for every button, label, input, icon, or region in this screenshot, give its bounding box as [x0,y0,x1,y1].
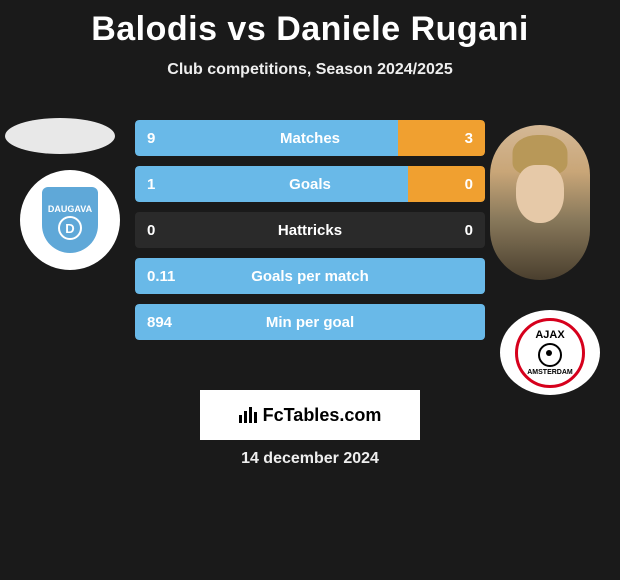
comparison-subtitle: Club competitions, Season 2024/2025 [0,61,620,79]
club-right-name-top: AJAX [535,329,564,341]
ajax-head-icon [538,343,562,367]
bar-chart-icon [239,407,257,423]
player-right-avatar [490,125,590,280]
stat-label: Min per goal [135,304,485,340]
stat-value-right: 0 [465,212,473,248]
fctables-logo: FcTables.com [200,390,420,440]
stats-container: 9 Matches 3 1 Goals 0 0 Hattricks 0 0.11… [135,120,485,350]
club-left-badge: DAUGAVA D [20,170,120,270]
stat-label: Matches [135,120,485,156]
club-left-name: DAUGAVA [48,204,92,214]
stat-value-right: 0 [465,166,473,202]
stat-row: 894 Min per goal [135,304,485,340]
ajax-badge-icon: AJAX AMSTERDAM [515,318,585,388]
stat-label: Goals per match [135,258,485,294]
stat-value-right: 3 [465,120,473,156]
comparison-date: 14 december 2024 [0,450,620,468]
club-left-initial: D [58,216,82,240]
stat-label: Goals [135,166,485,202]
comparison-title: Balodis vs Daniele Rugani [0,0,620,49]
stat-row: 9 Matches 3 [135,120,485,156]
stat-row: 0.11 Goals per match [135,258,485,294]
logo-text: FcTables.com [263,405,382,426]
club-right-name-bottom: AMSTERDAM [527,369,573,376]
stat-label: Hattricks [135,212,485,248]
player-left-avatar [5,118,115,154]
daugava-shield-icon: DAUGAVA D [42,187,98,253]
club-right-badge: AJAX AMSTERDAM [500,310,600,395]
stat-row: 1 Goals 0 [135,166,485,202]
stat-row: 0 Hattricks 0 [135,212,485,248]
